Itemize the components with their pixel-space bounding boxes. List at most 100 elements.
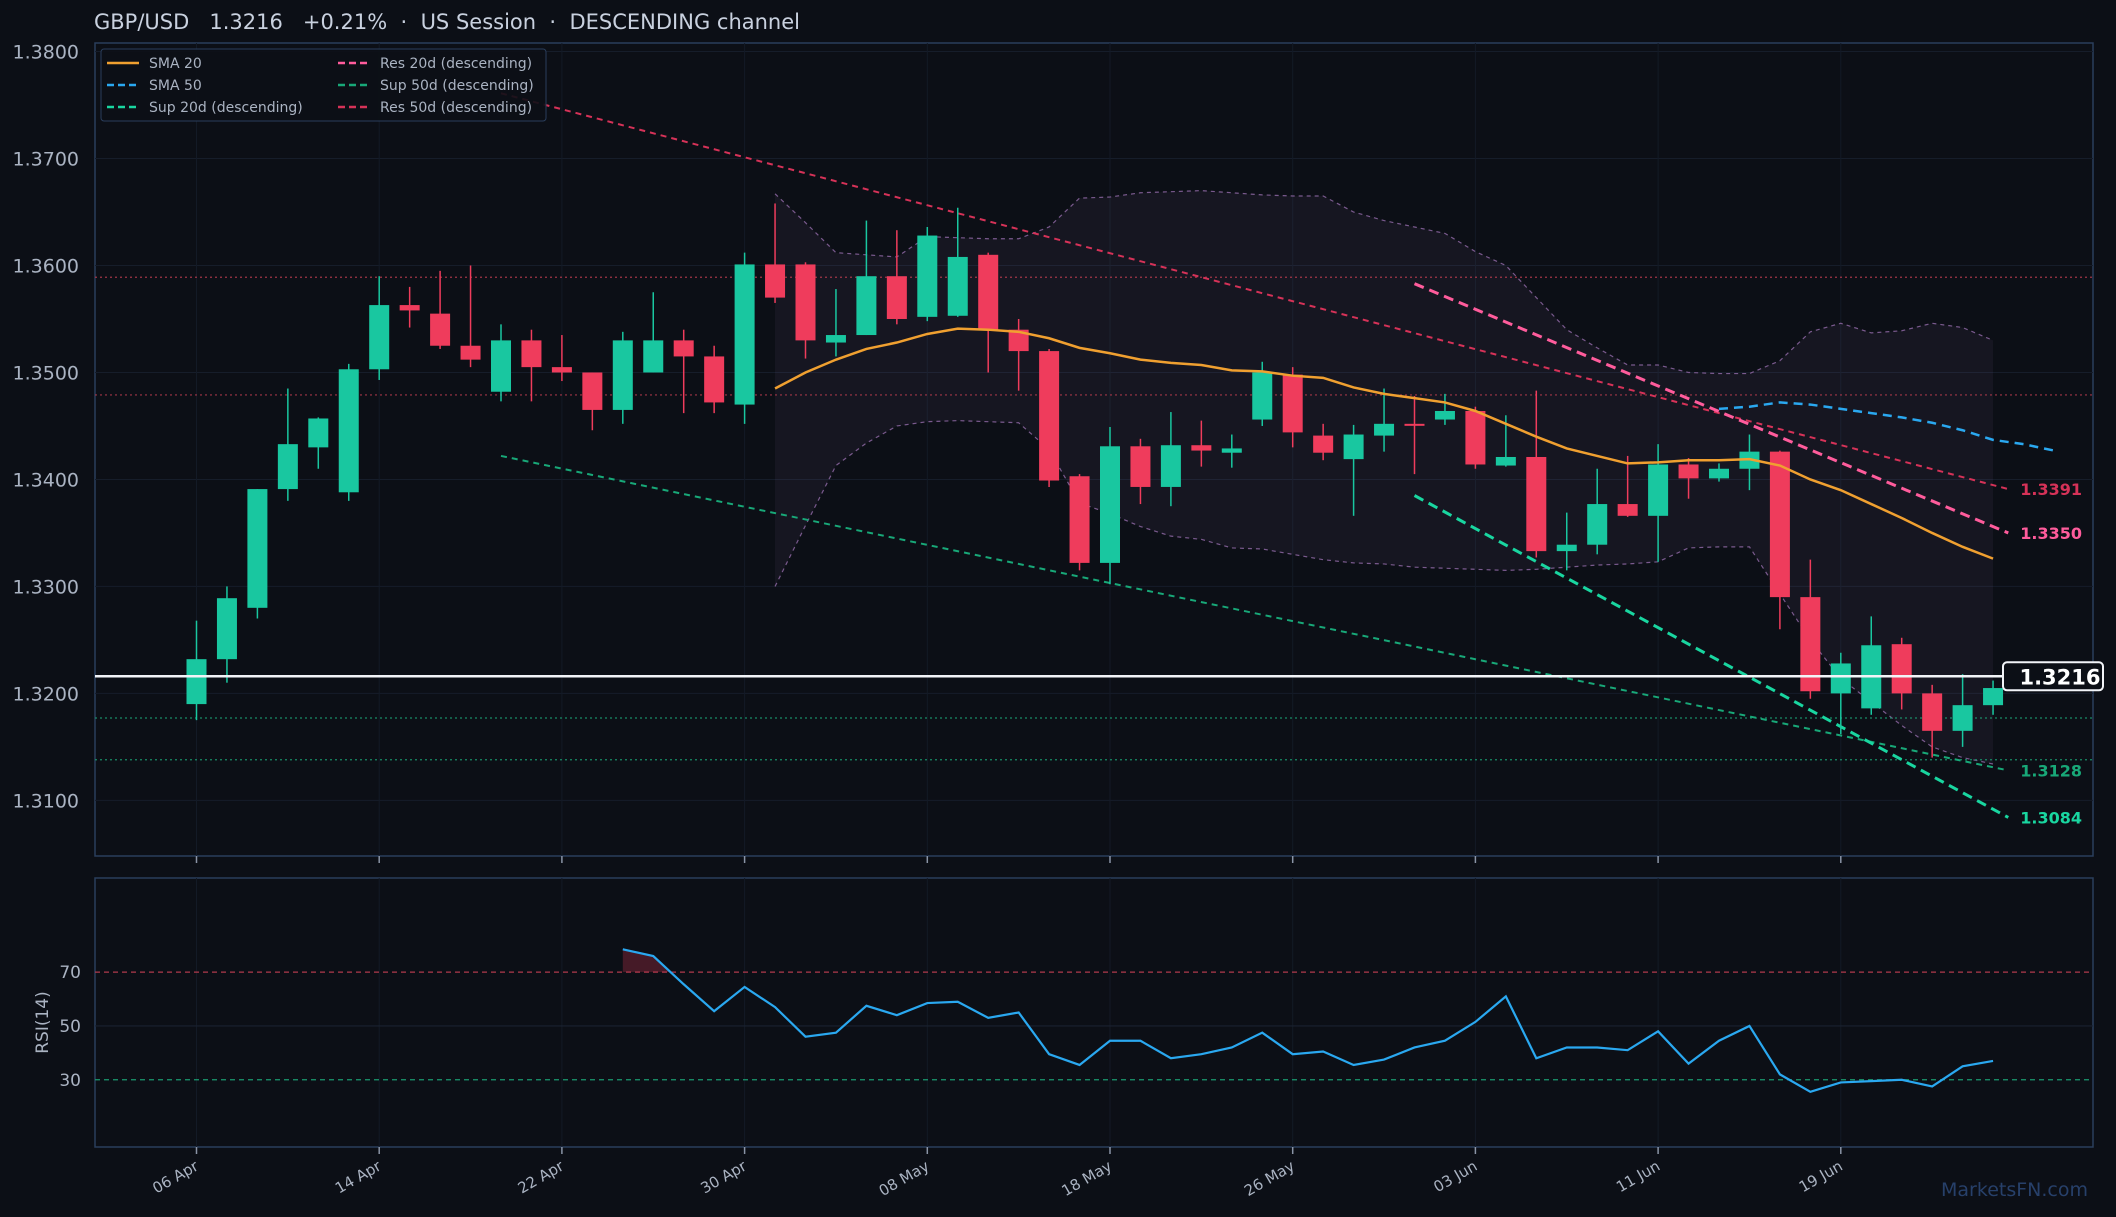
- legend-box: [100, 48, 547, 122]
- price-ytick-label: 1.3300: [13, 576, 79, 598]
- candle-body: [1983, 688, 2004, 706]
- legend-label: SMA 50: [149, 78, 202, 94]
- legend-label: Res 50d (descending): [380, 100, 532, 116]
- rsi-ytick-label: 30: [59, 1071, 81, 1091]
- sma50-line: [1718, 401, 2055, 452]
- watermark: MarketsFN.com: [1941, 1179, 2088, 1201]
- candle-body: [1160, 445, 1181, 487]
- date-tick-label: 30 Apr: [697, 1156, 750, 1197]
- chart-header: GBP/USD 1.3216 +0.21% · US Session · DES…: [94, 10, 800, 34]
- candle-body: [1922, 693, 1943, 731]
- candle-body: [247, 489, 268, 608]
- header-separator: ·: [400, 10, 408, 34]
- rsi-axis-label: RSI(14): [33, 991, 53, 1054]
- legend-label: Res 20d (descending): [380, 56, 532, 72]
- date-tick-label: 18 May: [1058, 1157, 1115, 1200]
- candle-body: [1526, 456, 1547, 552]
- symbol-label: GBP/USD: [94, 10, 190, 34]
- candle-body: [1952, 705, 1973, 731]
- price-ytick-label: 1.3200: [13, 683, 79, 705]
- candle-body: [1556, 544, 1577, 552]
- trendline-label: 1.3128: [2020, 761, 2082, 780]
- price-ytick-label: 1.3500: [13, 362, 79, 384]
- candle-body: [1374, 423, 1395, 436]
- trendline: [1413, 282, 2009, 535]
- legend: SMA 20 SMA 50 Sup 20d (descending) Res 20d …: [100, 48, 547, 122]
- price-ytick-label: 1.3700: [13, 149, 79, 171]
- date-tick-label: 22 Apr: [515, 1156, 568, 1197]
- bollinger-upper: [774, 190, 1994, 375]
- price-panel: [94, 42, 2094, 857]
- candle-body: [491, 340, 511, 392]
- header-separator: ·: [549, 10, 557, 34]
- candle-body: [1008, 329, 1029, 352]
- candle-body: [1343, 434, 1364, 460]
- candle-body: [673, 340, 694, 357]
- candle-body: [1039, 351, 1060, 481]
- candle-body: [551, 367, 572, 373]
- legend-label: Sup 20d (descending): [149, 100, 303, 116]
- candle-body: [582, 372, 603, 410]
- candle-body: [1465, 410, 1486, 465]
- candle-body: [1069, 476, 1090, 563]
- candle-body: [1221, 448, 1242, 453]
- candle-body: [947, 256, 968, 316]
- legend-label: SMA 20: [149, 56, 202, 72]
- trendline: [500, 92, 2009, 491]
- channel-label: DESCENDING channel: [569, 10, 800, 34]
- trendline-label: 1.3350: [2020, 524, 2082, 543]
- candle-body: [369, 305, 390, 370]
- candle-body: [1404, 423, 1425, 426]
- candle-body: [734, 264, 755, 405]
- price-label: 1.3216: [209, 10, 283, 34]
- candle-body: [1191, 445, 1212, 451]
- date-tick-label: 06 Apr: [149, 1156, 202, 1197]
- candle-body: [1830, 663, 1851, 694]
- rsi-line: [622, 948, 1994, 1094]
- candle-body: [1678, 464, 1699, 479]
- trendline-label: 1.3391: [2020, 480, 2082, 499]
- candle-body: [1252, 372, 1273, 420]
- date-tick-label: 08 May: [876, 1157, 933, 1200]
- candle-body: [338, 369, 359, 493]
- candle-body: [216, 598, 237, 660]
- candle-body: [430, 313, 451, 346]
- sma20-line: [774, 327, 1994, 560]
- candle-body: [1617, 504, 1638, 516]
- candle-body: [1495, 456, 1516, 466]
- price-ytick-label: 1.3400: [13, 469, 79, 491]
- candle-body: [1282, 374, 1303, 433]
- candle-body: [277, 444, 298, 490]
- candle-body: [1587, 504, 1608, 545]
- legend-label: Sup 50d (descending): [380, 78, 534, 94]
- price-ytick-label: 1.3600: [13, 256, 79, 278]
- price-ytick-label: 1.3800: [13, 42, 79, 64]
- candle-body: [795, 264, 816, 341]
- candle-body: [1891, 644, 1912, 694]
- candle-body: [1130, 446, 1151, 487]
- candle-body: [1800, 597, 1821, 692]
- trendline: [500, 454, 2009, 772]
- trendline: [1413, 494, 2009, 819]
- candle-body: [1709, 468, 1729, 479]
- price-ytick-label: 1.3100: [13, 790, 79, 812]
- candle-body: [1769, 451, 1790, 598]
- candle-body: [765, 264, 786, 298]
- candle-body: [886, 276, 907, 319]
- date-tick-label: 26 May: [1241, 1157, 1298, 1200]
- candle-body: [186, 659, 207, 705]
- candle-body: [1648, 464, 1669, 516]
- date-tick-label: 19 Jun: [1796, 1157, 1846, 1196]
- candle-body: [1313, 435, 1334, 453]
- candle-body: [521, 340, 542, 368]
- rsi-overbought-fill: [622, 949, 671, 973]
- candle-body: [1434, 410, 1455, 420]
- candle-body: [856, 276, 877, 336]
- last-price-label: 1.3216: [2019, 665, 2100, 689]
- trendline-label: 1.3084: [2020, 808, 2082, 827]
- candle-body: [825, 335, 846, 343]
- candle-body: [704, 356, 725, 403]
- rsi-ytick-label: 50: [59, 1017, 81, 1037]
